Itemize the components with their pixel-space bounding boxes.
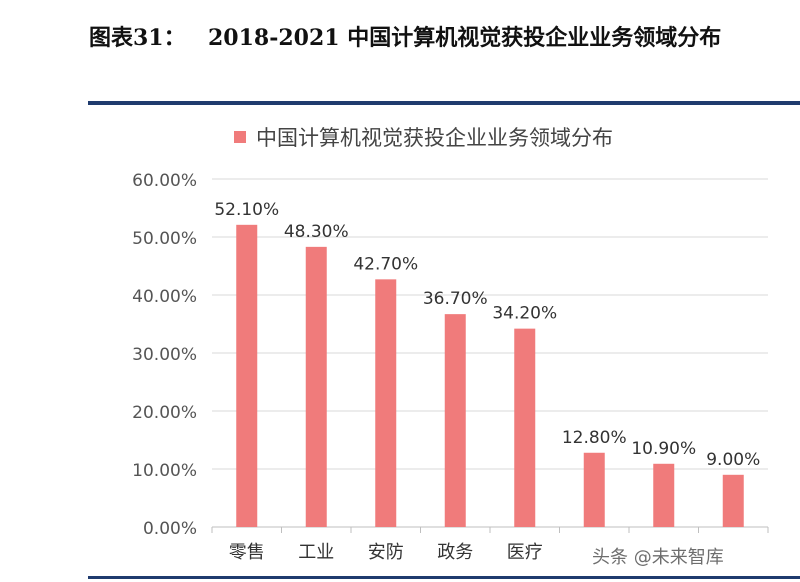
y-tick-label: 40.00% <box>132 287 197 307</box>
chart-legend: 中国计算机视觉获投企业业务领域分布 <box>234 124 613 150</box>
data-label: 9.00% <box>706 450 760 470</box>
figure-title: 2018-2021 中国计算机视觉获投企业业务领域分布 <box>208 25 722 51</box>
x-tick-label: 工业 <box>298 542 334 563</box>
data-label: 12.80% <box>562 428 627 448</box>
footer-rule <box>88 576 800 579</box>
y-tick-label: 30.00% <box>132 345 197 365</box>
header-rule <box>88 101 800 105</box>
legend-swatch <box>234 131 246 143</box>
bar <box>375 279 397 527</box>
data-label: 42.70% <box>353 254 418 274</box>
bar <box>236 224 258 527</box>
bar <box>583 452 605 527</box>
data-label: 52.10% <box>214 200 279 220</box>
data-label: 48.30% <box>284 222 349 242</box>
y-tick-label: 20.00% <box>132 403 197 423</box>
y-tick-label: 60.00% <box>132 171 197 191</box>
x-tick-label: 零售 <box>229 542 265 563</box>
bar <box>305 246 327 528</box>
y-tick-label: 10.00% <box>132 461 197 481</box>
figure-number: 图表31： <box>89 25 186 51</box>
bar <box>653 463 675 527</box>
x-tick-label: 安防 <box>368 542 404 563</box>
data-label: 34.20% <box>492 304 557 324</box>
legend-label: 中国计算机视觉获投企业业务领域分布 <box>256 126 613 150</box>
bar <box>514 328 536 527</box>
x-tick-label: 政务 <box>437 542 473 563</box>
y-tick-label: 0.00% <box>143 519 197 539</box>
data-label: 36.70% <box>423 289 488 309</box>
bar <box>444 314 466 527</box>
figure-header: 图表31： 2018-2021 中国计算机视觉获投企业业务领域分布 <box>0 0 800 82</box>
data-label: 10.90% <box>631 439 696 459</box>
x-tick-label: 医疗 <box>507 542 543 563</box>
watermark: 头条 @未来智库 <box>592 547 724 568</box>
y-tick-label: 50.00% <box>132 229 197 249</box>
bar <box>722 474 744 527</box>
